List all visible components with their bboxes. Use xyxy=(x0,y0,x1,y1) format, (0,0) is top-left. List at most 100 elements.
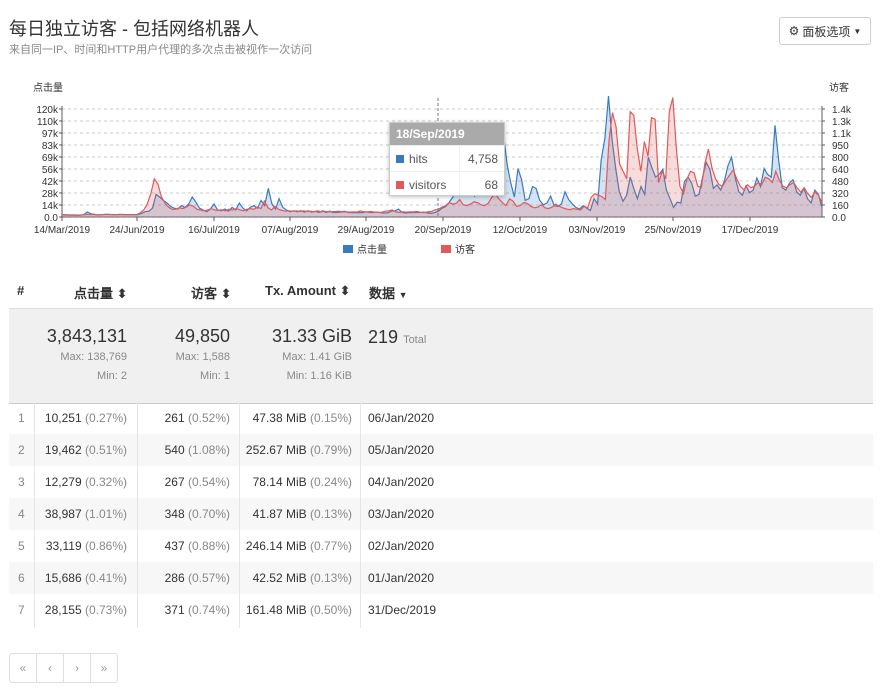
row-tx-pct: (0.77%) xyxy=(309,539,352,553)
left-tick-label: 83k xyxy=(42,141,59,152)
row-hits-pct: (0.27%) xyxy=(84,411,127,425)
table-row[interactable]: 5 33,119 (0.86%) 437 (0.88%) 246.14 MiB (0.… xyxy=(9,530,873,562)
row-tx-value: 78.14 MiB xyxy=(252,475,307,489)
row-visitors-pct: (0.54%) xyxy=(187,475,230,489)
row-hits-pct: (0.51%) xyxy=(84,443,127,457)
tooltip-hits-value: 4,758 xyxy=(467,151,498,166)
x-tick-label: 12/Oct/2019 xyxy=(493,225,548,236)
summary-hits: 3,843,131 xyxy=(46,326,127,346)
row-hits: 33,119 (0.86%) xyxy=(46,530,127,562)
row-index: 1 xyxy=(18,411,25,425)
x-tick-label: 29/Aug/2019 xyxy=(338,225,395,236)
row-hits-pct: (0.86%) xyxy=(84,539,127,553)
row-tx-pct: (0.24%) xyxy=(309,475,352,489)
row-visitors: 286 (0.57%) xyxy=(165,562,230,594)
last-page-button[interactable]: » xyxy=(100,661,108,675)
col-header-data-label: 数据 xyxy=(369,286,396,301)
right-tick-label: 800 xyxy=(832,153,849,164)
row-visitors: 371 (0.74%) xyxy=(165,594,230,626)
row-hits-value: 10,251 xyxy=(44,411,82,425)
visitors-series-area xyxy=(62,97,822,217)
table-row[interactable]: 6 15,686 (0.41%) 286 (0.57%) 42.52 MiB (0.1… xyxy=(9,562,873,594)
x-tick-label: 20/Sep/2019 xyxy=(415,225,472,236)
col-header-hits-label: 点击量 xyxy=(74,286,114,301)
sort-icon: ⬍ xyxy=(339,283,351,298)
sort-icon: ⬍ xyxy=(116,286,128,301)
row-tx-value: 47.38 MiB xyxy=(252,411,307,425)
row-visitors-value: 348 xyxy=(164,507,185,521)
row-visitors-value: 540 xyxy=(164,443,185,457)
prev-page-button[interactable]: ‹ xyxy=(37,654,64,682)
x-tick-label: 24/Jun/2019 xyxy=(109,225,164,236)
hits-series-area xyxy=(62,96,822,217)
row-visitors-value: 261 xyxy=(164,411,185,425)
right-tick-label: 160 xyxy=(832,201,849,212)
row-date: 03/Jan/2020 xyxy=(368,507,435,521)
row-hits-value: 28,155 xyxy=(44,603,82,617)
x-tick-label: 03/Nov/2019 xyxy=(569,225,626,236)
next-page-button[interactable]: › xyxy=(64,654,91,682)
tooltip-row-hits: hits 4,758 xyxy=(390,145,504,171)
row-index: 5 xyxy=(18,539,25,553)
left-tick-label: 69k xyxy=(42,153,59,164)
row-hits-value: 38,987 xyxy=(44,507,82,521)
summary-visitors-max: Max: 1,588 xyxy=(175,351,230,363)
pagination: « ‹ › » xyxy=(9,653,118,683)
caret-down-icon: ▼ xyxy=(398,290,408,300)
row-hits: 38,987 (1.01%) xyxy=(45,498,127,530)
x-tick-label: 07/Aug/2019 xyxy=(262,225,319,236)
x-tick-label: 16/Jul/2019 xyxy=(188,225,240,236)
x-tick-label: 17/Dec/2019 xyxy=(722,225,779,236)
row-date: 05/Jan/2020 xyxy=(368,443,435,457)
row-tx-pct: (0.15%) xyxy=(309,411,352,425)
row-index: 2 xyxy=(18,443,25,457)
table-row[interactable]: 4 38,987 (1.01%) 348 (0.70%) 41.87 MiB (0.1… xyxy=(9,498,873,530)
row-hits: 12,279 (0.32%) xyxy=(45,466,127,498)
left-tick-label: 42k xyxy=(42,177,59,188)
right-tick-label: 1.4k xyxy=(832,105,852,116)
row-visitors-pct: (1.08%) xyxy=(187,443,230,457)
col-header-visitors[interactable]: 访客 ⬍ xyxy=(191,283,232,302)
row-hits: 28,155 (0.73%) xyxy=(45,594,127,626)
legend-item-hits[interactable]: 点击量 xyxy=(343,241,387,256)
col-header-tx[interactable]: Tx. Amount ⬍ xyxy=(265,283,351,299)
col-header-hits[interactable]: 点击量 ⬍ xyxy=(74,283,128,302)
col-header-data[interactable]: 数据 ▼ xyxy=(369,283,408,302)
row-index: 7 xyxy=(18,603,25,617)
summary-data-count: 219 xyxy=(368,327,399,347)
x-tick-label: 25/Nov/2019 xyxy=(645,225,702,236)
row-date: 31/Dec/2019 xyxy=(368,603,437,617)
table-row[interactable]: 2 19,462 (0.51%) 540 (1.08%) 252.67 MiB (0.… xyxy=(9,434,873,466)
hits-swatch xyxy=(396,154,404,163)
legend-item-visitors[interactable]: 访客 xyxy=(441,241,475,256)
panel-options-button[interactable]: ⚙ 面板选项 ▼ xyxy=(779,17,871,45)
row-tx: 246.14 MiB (0.77%) xyxy=(246,530,352,562)
left-tick-label: 110k xyxy=(37,117,59,128)
legend-visitors-label: 访客 xyxy=(455,245,475,256)
table-row[interactable]: 1 10,251 (0.27%) 261 (0.52%) 47.38 MiB (0.1… xyxy=(9,402,873,434)
first-page-button[interactable]: « xyxy=(10,654,37,682)
row-date: 02/Jan/2020 xyxy=(368,539,435,553)
table-row[interactable]: 7 28,155 (0.73%) 371 (0.74%) 161.48 MiB (0.… xyxy=(9,594,873,626)
hits-series-line xyxy=(61,96,823,216)
row-visitors: 348 (0.70%) xyxy=(165,498,230,530)
right-tick-label: 1.3k xyxy=(832,117,852,128)
caret-down-icon: ▼ xyxy=(853,26,862,36)
row-date: 01/Jan/2020 xyxy=(368,571,435,585)
row-tx-value: 252.67 MiB xyxy=(245,443,307,457)
visitors-series-line xyxy=(61,97,823,216)
row-tx: 47.38 MiB (0.15%) xyxy=(253,402,352,434)
row-visitors-value: 267 xyxy=(164,475,185,489)
sort-icon: ⬍ xyxy=(220,286,232,301)
row-visitors-value: 286 xyxy=(164,571,185,585)
summary-data-label: Total xyxy=(403,334,427,346)
row-index: 6 xyxy=(18,571,25,585)
tooltip-date: 18/Sep/2019 xyxy=(390,123,504,145)
row-tx-pct: (0.13%) xyxy=(309,571,352,585)
row-tx: 41.87 MiB (0.13%) xyxy=(253,498,352,530)
table-row[interactable]: 3 12,279 (0.32%) 267 (0.54%) 78.14 MiB (0.2… xyxy=(9,466,873,498)
row-date: 04/Jan/2020 xyxy=(368,475,435,489)
row-visitors-pct: (0.52%) xyxy=(187,411,230,425)
legend-hits-label: 点击量 xyxy=(357,245,387,256)
summary-row: 3,843,131 Max: 138,769 Min: 2 49,850 Max… xyxy=(9,308,873,404)
